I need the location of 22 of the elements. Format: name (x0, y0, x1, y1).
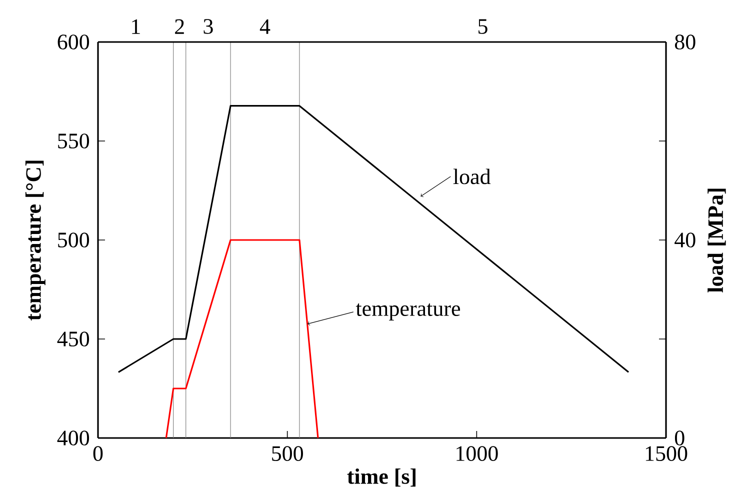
text: 5 (478, 19, 488, 34)
y-tick-label: 400 (57, 430, 90, 446)
y-tick-label: 450 (57, 332, 90, 346)
y2-axis-title: load [MPa] (708, 188, 726, 292)
text: 2 (175, 19, 184, 34)
annotation: temperature (356, 303, 460, 320)
y2-tick-label: 0 (674, 430, 684, 446)
text: 1 (132, 19, 140, 34)
x-tick-label: 1500 (646, 446, 688, 461)
y-axis-title: temperature [°C] (25, 160, 46, 320)
y-tick-label: 600 (58, 34, 90, 50)
y2-tick-label: 40 (674, 232, 696, 248)
y-tick-label: 550 (58, 134, 90, 148)
annotation: load (453, 168, 491, 184)
y-tick-label: 500 (58, 232, 90, 248)
text: 4 (260, 19, 270, 34)
x-tick-label: 0 (93, 446, 103, 461)
x-axis-title: time [s] (347, 468, 416, 487)
x-tick-label: 1000 (456, 446, 498, 461)
text: 3 (204, 19, 213, 34)
x-tick-label: 500 (272, 446, 303, 461)
y2-tick-label: 80 (674, 34, 696, 50)
